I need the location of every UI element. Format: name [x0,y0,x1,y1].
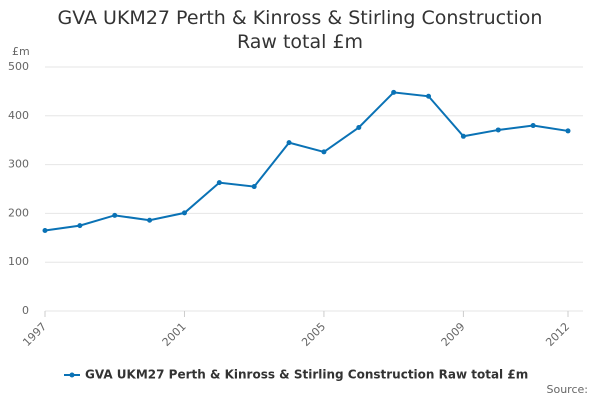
chart-title: GVA UKM27 Perth & Kinross & Stirling Con… [57,7,543,53]
x-tick-label: 1997 [20,320,49,349]
legend-label: GVA UKM27 Perth & Kinross & Stirling Con… [85,368,528,382]
point [356,125,362,131]
line [44,91,569,232]
point [251,184,257,190]
legend-marker [69,372,75,378]
point [181,210,187,216]
point [42,227,48,233]
point [565,128,571,134]
point [77,223,83,229]
y-axis-label: £m [12,45,30,58]
point [286,140,292,146]
y-tick-label: 100 [8,255,29,268]
point [112,212,118,218]
y-tick-label: 0 [22,304,29,317]
source: Source: [547,383,589,396]
x-tick-label: 2012 [543,320,572,349]
point [495,127,501,133]
x-tick-label: 2009 [439,320,468,349]
y-tick-label: 200 [8,206,29,219]
y-tick-label: 300 [8,158,29,171]
x-tick-label: 2001 [160,320,189,349]
y-tick-label: 500 [8,60,29,73]
point [460,133,466,139]
y-tick-label: 400 [8,109,29,122]
point [216,180,222,186]
point [147,217,153,223]
point [321,149,327,155]
point [426,93,432,99]
x-tick-label: 2005 [299,320,328,349]
point [530,123,536,129]
point [391,89,397,95]
